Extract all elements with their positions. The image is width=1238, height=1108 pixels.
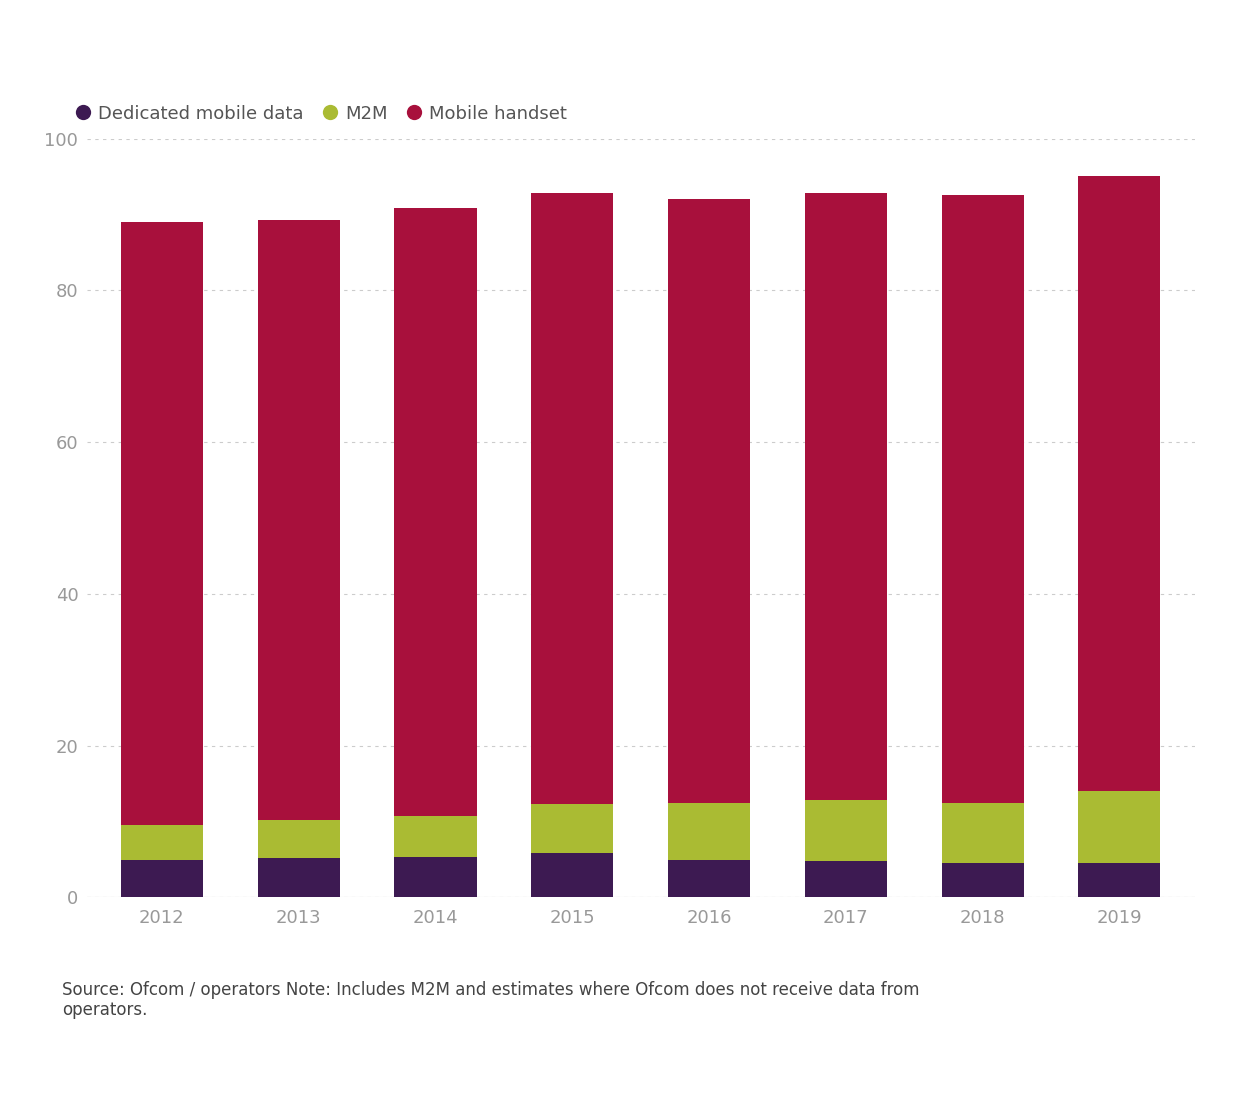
Bar [258,820,339,858]
Bar [669,860,750,897]
Bar [669,199,750,802]
Bar [395,208,477,815]
Text: Source: Ofcom / operators Note: Includes M2M and estimates where Ofcom does not : Source: Ofcom / operators Note: Includes… [62,981,920,1019]
Bar [942,802,1024,863]
Bar [531,804,613,853]
Bar [1078,863,1160,897]
Bar [1078,791,1160,863]
Text: Mobile subscriptions, by connection type (millions): Mobile subscriptions, by connection type… [16,41,619,61]
Bar [669,802,750,860]
Bar [531,853,613,897]
Bar [805,193,886,800]
Bar [258,220,339,820]
Bar [395,815,477,858]
Bar [805,800,886,861]
Legend: Dedicated mobile data, M2M, Mobile handset: Dedicated mobile data, M2M, Mobile hands… [71,98,574,130]
Bar [395,858,477,897]
Bar [531,193,613,804]
Bar [942,195,1024,802]
Bar [805,861,886,897]
Bar [121,222,203,825]
Bar [942,863,1024,897]
Bar [121,860,203,897]
Bar [1078,176,1160,791]
Bar [258,858,339,897]
Bar [121,825,203,860]
